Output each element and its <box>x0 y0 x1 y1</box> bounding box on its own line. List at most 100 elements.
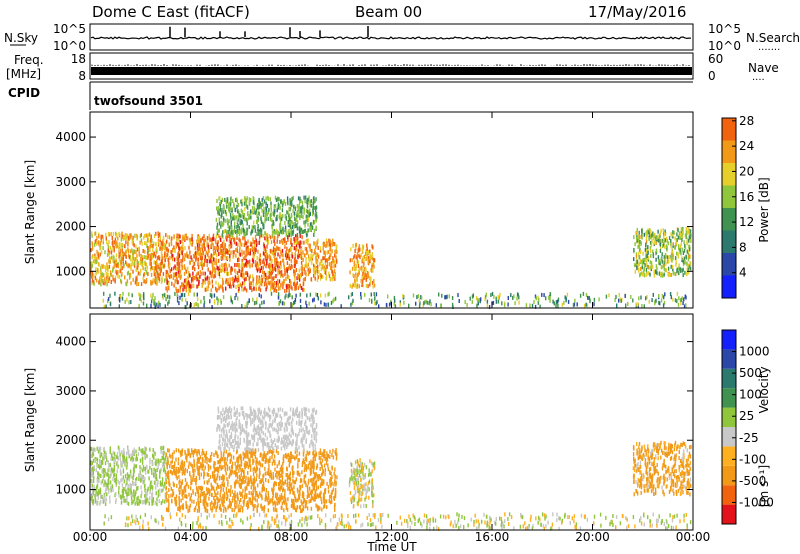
power-cell <box>295 283 297 288</box>
power-cell <box>650 229 652 234</box>
power-cell <box>663 242 665 247</box>
velocity-cell <box>108 489 110 494</box>
power-cell <box>645 231 647 236</box>
power-cell <box>255 260 257 265</box>
velocity-cell <box>239 491 241 496</box>
power-cell <box>352 243 354 248</box>
power-cell <box>252 259 255 264</box>
velocity-cell <box>147 469 149 474</box>
power-cell <box>117 262 119 266</box>
power-cell <box>326 243 328 248</box>
power-cell <box>143 273 145 278</box>
velocity-cell <box>120 463 122 468</box>
power-cell <box>260 233 263 238</box>
velocity-cell <box>218 459 221 464</box>
power-cell <box>114 237 117 242</box>
power-cell <box>661 293 664 298</box>
power-cell <box>310 253 312 258</box>
power-cell <box>232 229 234 234</box>
power-cell <box>681 268 684 273</box>
power-cell <box>274 195 277 200</box>
power-cell <box>688 235 691 240</box>
power-cell <box>636 259 639 264</box>
power-cell <box>150 257 152 262</box>
power-cell <box>267 210 270 215</box>
power-cell <box>195 252 198 257</box>
colorbar-tick-label: 8 <box>739 240 747 254</box>
power-cell <box>672 232 674 237</box>
power-cell <box>285 216 288 221</box>
power-cell <box>190 279 193 284</box>
power-cell <box>361 248 364 253</box>
power-cell <box>166 239 168 244</box>
power-cell <box>371 298 373 303</box>
power-cell <box>313 297 315 302</box>
velocity-cell <box>268 463 270 468</box>
power-cell <box>291 242 293 247</box>
power-cell <box>284 272 286 277</box>
power-cell <box>291 225 294 229</box>
power-cell <box>299 243 301 248</box>
power-cell <box>632 298 634 303</box>
velocity-cell <box>259 479 261 484</box>
power-cell <box>200 271 202 276</box>
power-cell <box>658 294 660 299</box>
power-cell <box>218 208 221 213</box>
velocity-cell <box>291 498 293 503</box>
velocity-cell <box>131 500 133 505</box>
power-cell <box>293 257 296 262</box>
power-cell <box>140 254 142 258</box>
power-cell <box>143 261 146 266</box>
power-cell <box>251 225 253 230</box>
velocity-cell <box>324 457 326 461</box>
power-cell <box>352 266 354 271</box>
power-cell <box>127 249 130 253</box>
power-cell <box>270 213 272 218</box>
power-cell <box>216 288 219 293</box>
power-cell <box>157 271 159 276</box>
power-cell <box>313 269 316 274</box>
power-cell <box>299 292 301 297</box>
velocity-cell <box>185 500 187 505</box>
power-cell <box>162 255 164 260</box>
power-cell <box>166 246 168 251</box>
power-cell <box>303 210 305 215</box>
power-cell <box>229 277 231 282</box>
power-cell <box>198 279 200 284</box>
power-cell <box>299 240 301 245</box>
power-cell <box>662 244 664 249</box>
velocity-cell <box>313 479 315 484</box>
velocity-cell <box>90 446 93 451</box>
freq-right-tick-top: 60 <box>708 52 723 66</box>
power-cell <box>208 259 211 264</box>
velocity-cell <box>243 474 245 479</box>
power-cell <box>278 302 280 306</box>
power-cell <box>319 293 322 298</box>
power-cell <box>245 241 247 246</box>
power-cell <box>206 239 208 244</box>
power-cell <box>107 297 110 302</box>
power-cell <box>183 293 186 298</box>
power-cell <box>162 238 165 243</box>
power-cell <box>113 248 115 253</box>
velocity-cell <box>186 458 188 463</box>
power-cell <box>164 257 166 262</box>
velocity-cell <box>250 501 252 505</box>
nave-label: Nave <box>748 61 779 75</box>
power-cell <box>108 240 110 244</box>
power-cell <box>229 225 231 230</box>
power-cell <box>232 276 234 281</box>
power-cell <box>218 286 220 291</box>
power-cell <box>294 277 296 282</box>
power-cell <box>192 278 194 283</box>
velocity-cell <box>321 481 323 486</box>
power-cell <box>484 297 486 302</box>
power-cell <box>223 250 225 254</box>
power-cell <box>680 242 682 246</box>
power-cell <box>645 258 647 263</box>
velocity-cell <box>192 450 194 454</box>
power-cell <box>207 284 210 289</box>
power-cell <box>147 254 149 259</box>
velocity-cell <box>148 476 150 481</box>
power-cell <box>486 303 489 308</box>
